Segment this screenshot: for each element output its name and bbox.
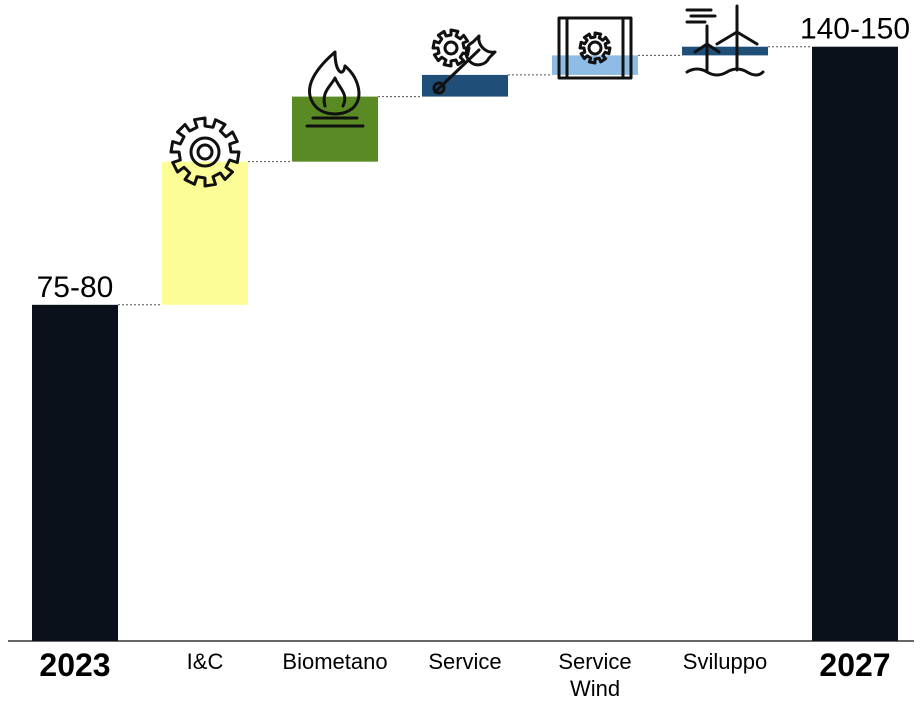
category-label-line: Service [558, 649, 631, 674]
bar-value-label: 140-150 [800, 13, 910, 46]
category-label: I&C [187, 649, 224, 674]
category-label-line: 2023 [39, 647, 110, 683]
category-label: Sviluppo [683, 649, 767, 674]
category-label-line: Sviluppo [683, 649, 767, 674]
gear-wrench-icon [431, 28, 497, 95]
category-label: 2023 [39, 647, 110, 683]
category-label-line: 2027 [819, 647, 890, 683]
category-label: Biometano [282, 649, 387, 674]
bar-biometano [292, 96, 378, 162]
bar-2027 [812, 46, 898, 642]
gear-icon [169, 116, 241, 188]
gas-flame-icon [305, 50, 365, 128]
wind-turbines-icon [685, 4, 765, 77]
blueprint-gear-icon [557, 16, 633, 80]
bar-service-wind [552, 55, 638, 75]
bar-2023 [32, 304, 118, 641]
category-label-line: Biometano [282, 649, 387, 674]
category-label: 2027 [819, 647, 890, 683]
category-label-line: Wind [570, 676, 620, 701]
bar-value-label: 75-80 [37, 271, 114, 304]
category-label-line: I&C [187, 649, 224, 674]
category-label: Service [428, 649, 501, 674]
category-label-line: Service [428, 649, 501, 674]
bar-sviluppo [682, 46, 768, 56]
